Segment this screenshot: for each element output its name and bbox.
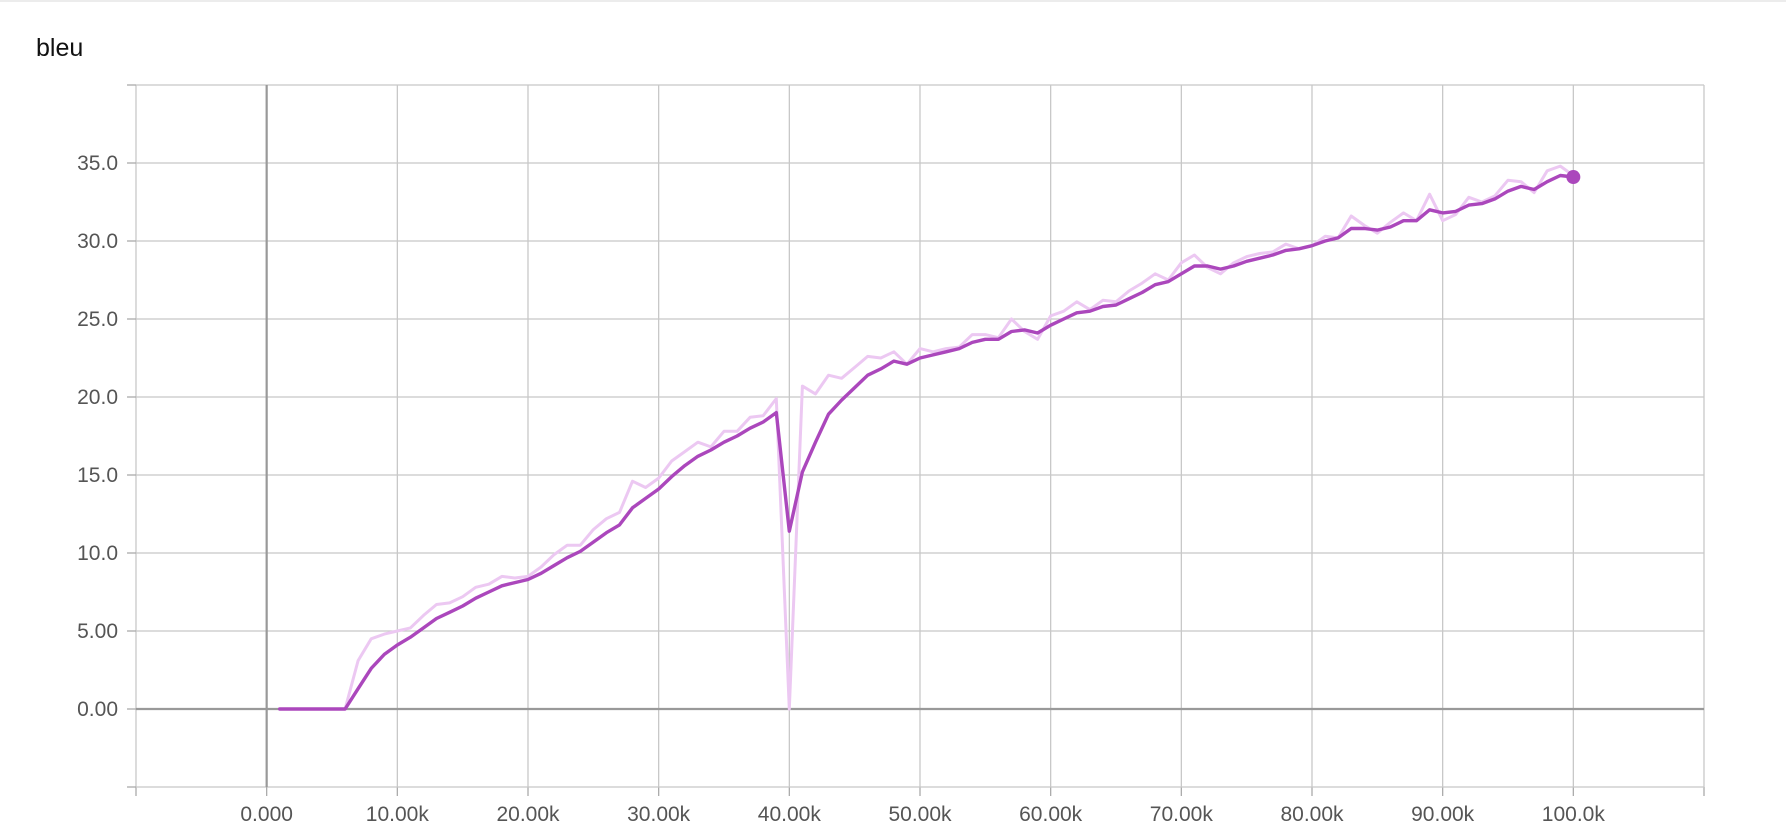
raw-series-line	[278, 164, 1575, 711]
y-tick-label: 25.0	[77, 308, 118, 331]
last-point-marker	[1566, 170, 1581, 185]
x-tick-label: 40.00k	[758, 803, 822, 826]
y-tick-label: 20.0	[77, 386, 118, 409]
y-tick-label: 0.00	[77, 698, 118, 721]
y-tick-label: 10.0	[77, 542, 118, 565]
x-tick-label: 10.00k	[366, 803, 430, 826]
x-tick-label: 70.00k	[1150, 803, 1214, 826]
chart-title: bleu	[36, 34, 84, 62]
x-tick-label: 50.00k	[888, 803, 952, 826]
top-border	[0, 0, 1786, 2]
x-tick-label: 0.000	[240, 803, 293, 826]
x-tick-label: 100.0k	[1542, 803, 1606, 826]
y-tick-label: 15.0	[77, 464, 118, 487]
tick-labels: 0.000 10.00k 20.00k 30.00k 40.00k 50.00k 60.00…	[77, 152, 1605, 826]
x-tick-label: 30.00k	[627, 803, 691, 826]
x-tick-label: 80.00k	[1280, 803, 1344, 826]
x-tick-label: 20.00k	[496, 803, 560, 826]
x-tick-label: 90.00k	[1411, 803, 1475, 826]
grid-lines	[127, 84, 1705, 796]
series-lines	[278, 164, 1581, 711]
smoothed-series-line	[278, 173, 1576, 711]
y-tick-label: 5.00	[77, 620, 118, 643]
y-tick-label: 35.0	[77, 152, 118, 175]
axes	[127, 85, 1704, 796]
x-tick-label: 60.00k	[1019, 803, 1083, 826]
y-tick-label: 30.0	[77, 230, 118, 253]
